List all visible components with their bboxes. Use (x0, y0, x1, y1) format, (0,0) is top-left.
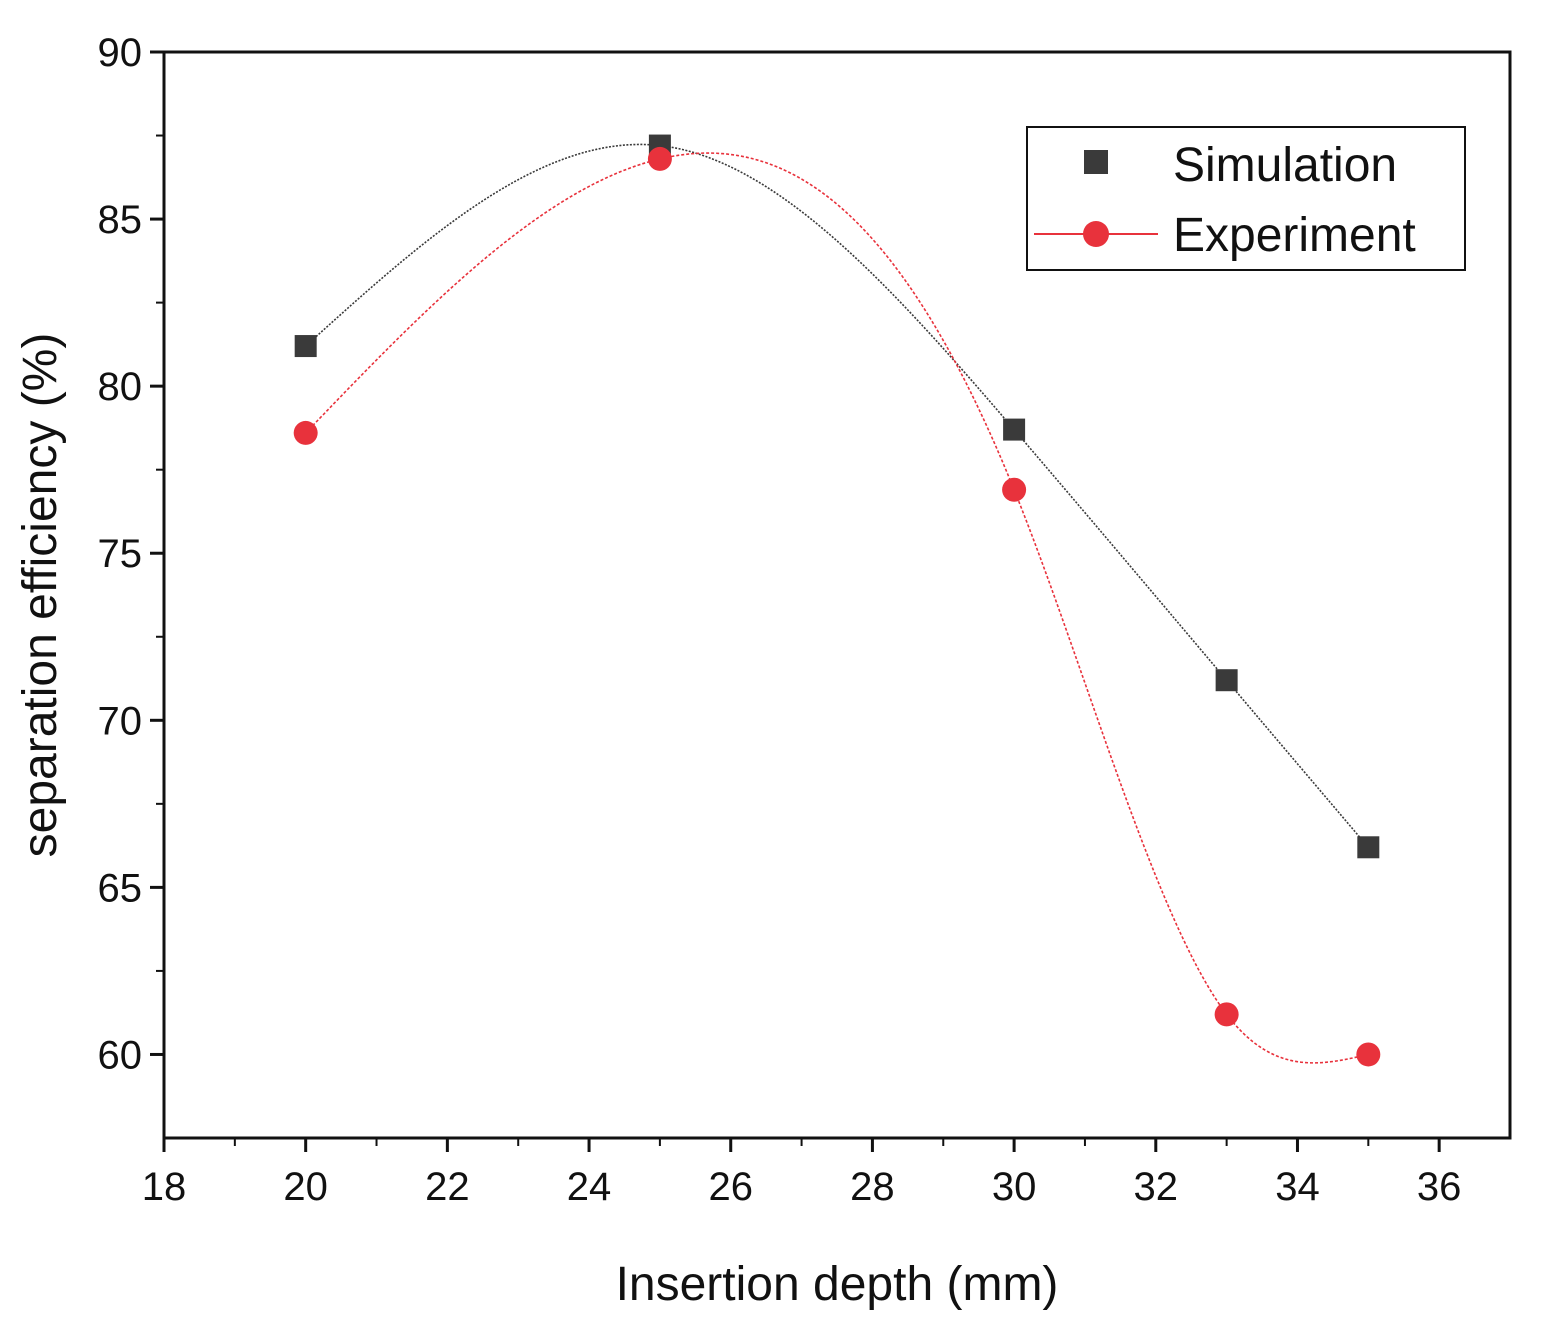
data-point-simulation (1215, 669, 1238, 692)
data-point-simulation (1003, 418, 1026, 441)
data-point-experiment (1214, 1002, 1239, 1027)
data-point-simulation (1357, 836, 1380, 859)
legend-label-experiment: Experiment (1173, 209, 1416, 262)
x-tick-label-30: 30 (992, 1165, 1037, 1209)
y-tick-label-80: 80 (98, 365, 143, 409)
y-tick-label-60: 60 (98, 1033, 143, 1077)
y-axis-title: separation efficiency (%) (14, 333, 67, 858)
y-tick-label-85: 85 (98, 198, 143, 242)
data-point-simulation (294, 335, 317, 358)
series-line-experiment (305, 152, 1369, 1064)
x-tick-label-24: 24 (567, 1165, 612, 1209)
series-layer (293, 134, 1381, 1067)
y-tick-label-90: 90 (98, 31, 143, 75)
data-point-experiment (1356, 1042, 1381, 1067)
legend: Simulation Experiment (1026, 126, 1466, 271)
y-tick-label-70: 70 (98, 699, 143, 743)
x-axis-title: Insertion depth (mm) (616, 1258, 1059, 1311)
series-line-simulation (305, 143, 1369, 848)
x-tick-label-32: 32 (1134, 1165, 1179, 1209)
legend-label-simulation: Simulation (1173, 139, 1397, 192)
x-tick-label-18: 18 (142, 1165, 187, 1209)
x-tick-label-28: 28 (850, 1165, 895, 1209)
data-point-experiment (1002, 477, 1027, 502)
x-tick-label-22: 22 (425, 1165, 470, 1209)
data-point-experiment (293, 420, 318, 445)
data-point-experiment (647, 146, 672, 171)
legend-marker-experiment (1083, 221, 1109, 247)
plot-frame (162, 50, 1512, 1140)
x-axis: 18 20 22 24 26 28 30 32 34 36 (142, 1138, 1462, 1209)
y-tick-label-65: 65 (98, 866, 143, 910)
x-tick-label-26: 26 (708, 1165, 753, 1209)
x-tick-label-36: 36 (1417, 1165, 1462, 1209)
y-tick-label-75: 75 (98, 532, 143, 576)
legend-marker-simulation (1084, 150, 1108, 174)
y-axis: 60 65 70 75 80 85 90 (98, 31, 164, 1077)
x-tick-label-34: 34 (1275, 1165, 1320, 1209)
x-tick-label-20: 20 (283, 1165, 328, 1209)
